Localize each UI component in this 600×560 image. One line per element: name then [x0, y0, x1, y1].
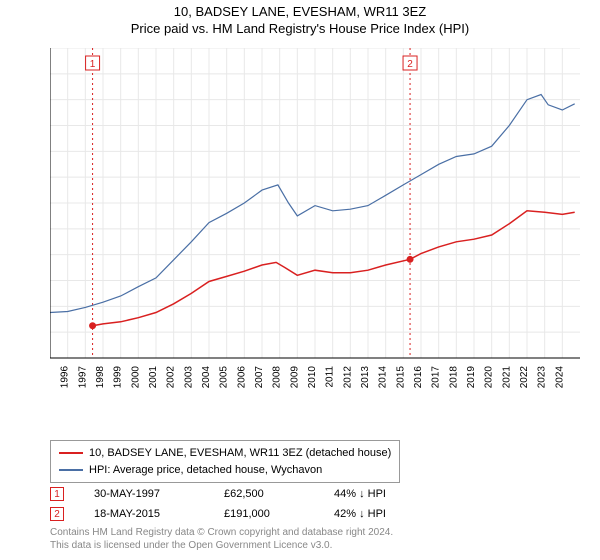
- sale-dot: [89, 322, 96, 329]
- attribution-line1: Contains HM Land Registry data © Crown c…: [50, 526, 393, 539]
- attribution-line2: This data is licensed under the Open Gov…: [50, 539, 393, 552]
- legend-row: HPI: Average price, detached house, Wych…: [59, 462, 391, 479]
- x-tick-label: 2010: [307, 366, 318, 389]
- x-tick-label: 2006: [236, 366, 247, 389]
- x-tick-label: 2000: [130, 366, 141, 389]
- x-tick-label: 1996: [60, 366, 71, 389]
- x-tick-label: 2021: [501, 366, 512, 389]
- sale-marker-icon: 2: [50, 507, 64, 521]
- x-tick-label: 2015: [395, 366, 406, 389]
- x-tick-label: 2014: [378, 366, 389, 389]
- line-chart: £0£50K£100K£150K£200K£250K£300K£350K£400…: [50, 48, 580, 398]
- x-tick-label: 2012: [342, 366, 353, 389]
- chart-container: 10, BADSEY LANE, EVESHAM, WR11 3EZ Price…: [0, 0, 600, 560]
- x-tick-label: 2008: [272, 366, 283, 389]
- sale-date: 18-MAY-2015: [94, 508, 194, 520]
- x-tick-label: 1997: [77, 366, 88, 389]
- title-sub: Price paid vs. HM Land Registry's House …: [0, 21, 600, 36]
- x-tick-label: 2009: [289, 366, 300, 389]
- x-tick-label: 2004: [201, 366, 212, 389]
- attribution: Contains HM Land Registry data © Crown c…: [50, 526, 393, 552]
- x-tick-label: 1995: [50, 366, 53, 389]
- title-main: 10, BADSEY LANE, EVESHAM, WR11 3EZ: [0, 4, 600, 19]
- x-tick-label: 2005: [219, 366, 230, 389]
- sale-pct: 44% ↓ HPI: [334, 488, 424, 500]
- legend-row: 10, BADSEY LANE, EVESHAM, WR11 3EZ (deta…: [59, 445, 391, 462]
- sale-marker-icon: 1: [50, 487, 64, 501]
- x-tick-label: 2019: [466, 366, 477, 389]
- sale-price: £62,500: [224, 488, 304, 500]
- legend-label: HPI: Average price, detached house, Wych…: [89, 462, 322, 479]
- legend: 10, BADSEY LANE, EVESHAM, WR11 3EZ (deta…: [50, 440, 400, 483]
- x-tick-label: 2020: [484, 366, 495, 389]
- x-tick-label: 1998: [95, 366, 106, 389]
- x-tick-label: 2001: [148, 366, 159, 389]
- sale-marker-label: 2: [407, 59, 413, 70]
- x-tick-label: 2002: [166, 366, 177, 389]
- x-tick-label: 2003: [183, 366, 194, 389]
- sale-marker-label: 1: [90, 59, 96, 70]
- x-tick-label: 2022: [519, 366, 530, 389]
- legend-swatch: [59, 469, 83, 471]
- x-tick-label: 2016: [413, 366, 424, 389]
- legend-label: 10, BADSEY LANE, EVESHAM, WR11 3EZ (deta…: [89, 445, 391, 462]
- sale-pct: 42% ↓ HPI: [334, 508, 424, 520]
- x-tick-label: 2018: [448, 366, 459, 389]
- sale-row: 1 30-MAY-1997 £62,500 44% ↓ HPI: [50, 484, 424, 504]
- legend-swatch: [59, 452, 83, 454]
- sale-rows: 1 30-MAY-1997 £62,500 44% ↓ HPI 2 18-MAY-2015…: [50, 484, 424, 524]
- title-block: 10, BADSEY LANE, EVESHAM, WR11 3EZ Price…: [0, 0, 600, 36]
- sale-date: 30-MAY-1997: [94, 488, 194, 500]
- x-tick-label: 2011: [325, 366, 336, 388]
- x-tick-label: 2023: [537, 366, 548, 389]
- x-tick-label: 1999: [113, 366, 124, 389]
- x-tick-label: 2013: [360, 366, 371, 389]
- x-tick-label: 2007: [254, 366, 265, 389]
- x-tick-label: 2024: [554, 366, 565, 389]
- sale-dot: [407, 256, 414, 263]
- sale-price: £191,000: [224, 508, 304, 520]
- x-tick-label: 2017: [431, 366, 442, 389]
- sale-row: 2 18-MAY-2015 £191,000 42% ↓ HPI: [50, 504, 424, 524]
